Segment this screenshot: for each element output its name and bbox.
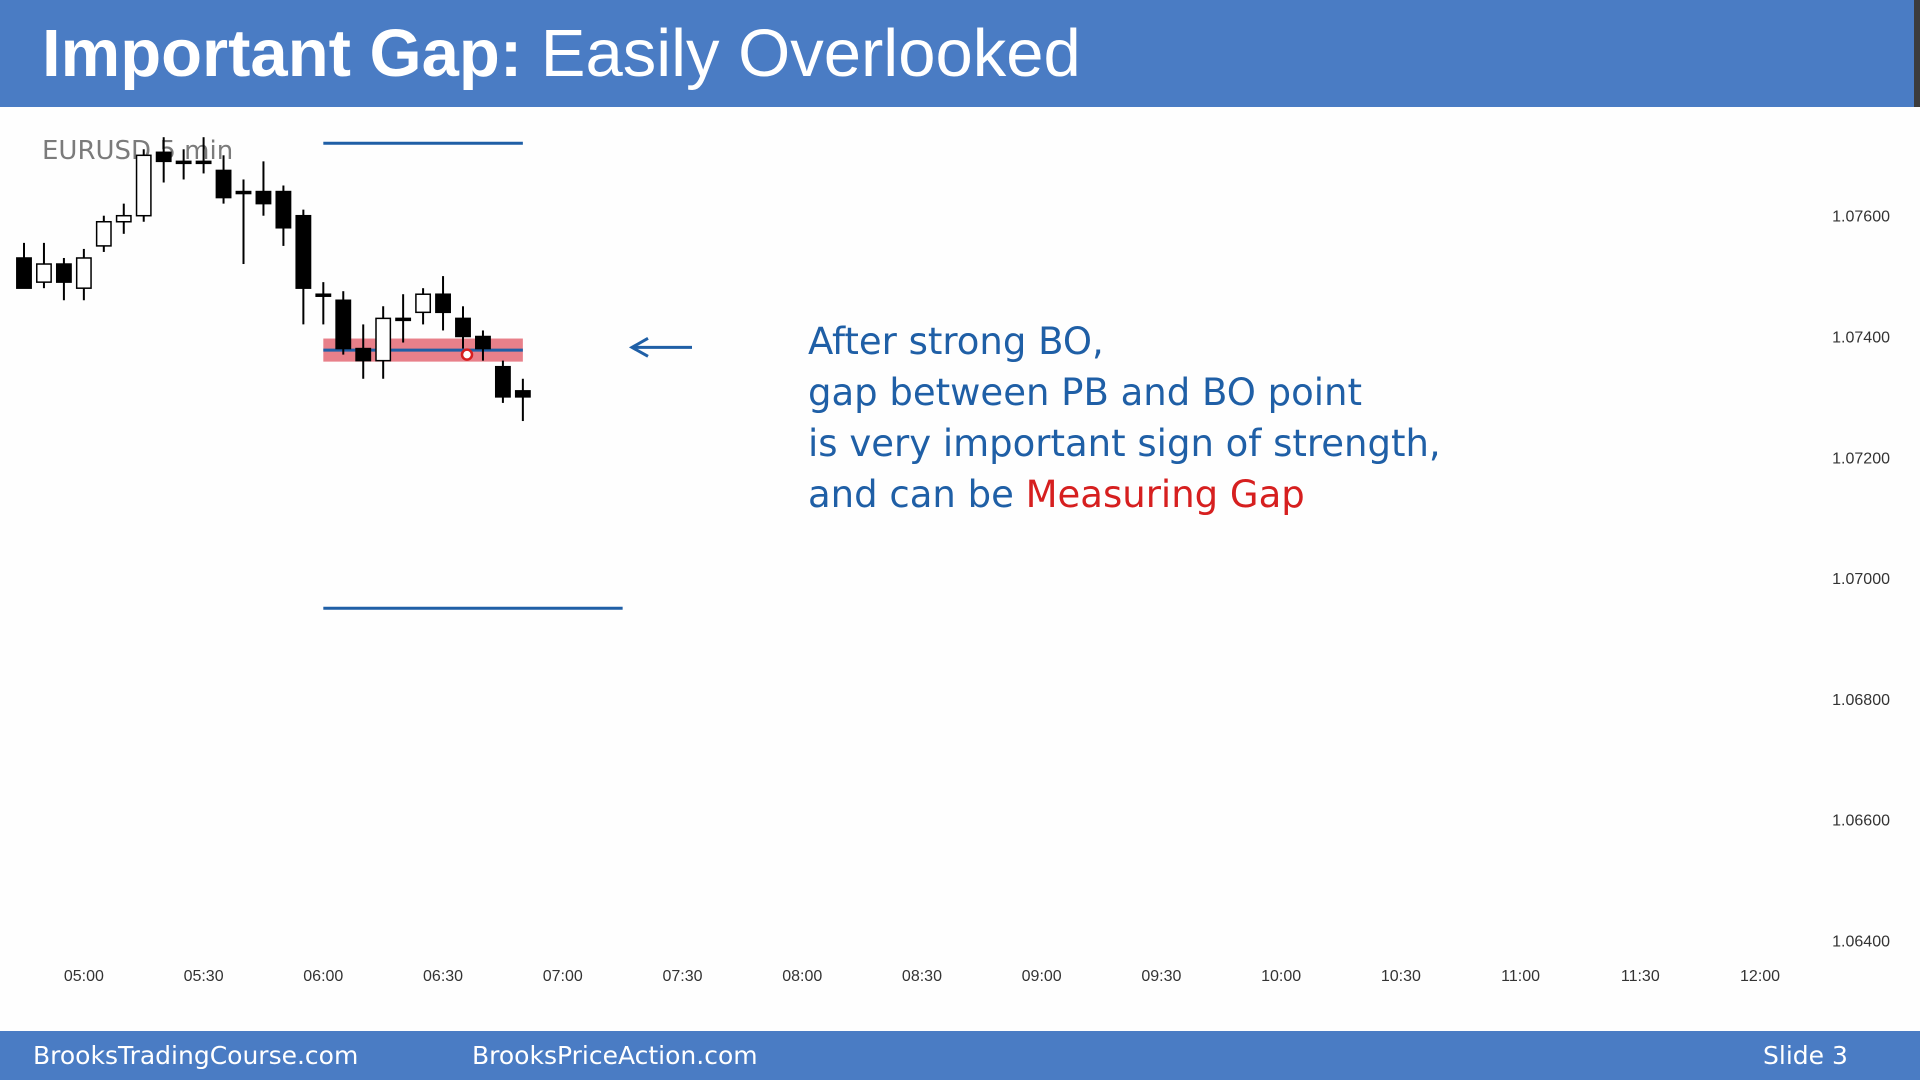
measuring-gap-highlight: Measuring Gap bbox=[1025, 473, 1305, 516]
callout-line-1: After strong BO, bbox=[808, 320, 1104, 363]
x-tick-label: 10:30 bbox=[1381, 968, 1421, 985]
callout-line-2: gap between PB and BO point bbox=[808, 371, 1362, 414]
y-tick-label: 1.07600 bbox=[1832, 209, 1890, 226]
bo-point-marker bbox=[460, 348, 474, 361]
candle-body bbox=[175, 160, 192, 165]
x-tick-label: 08:30 bbox=[902, 968, 942, 985]
candle-body bbox=[55, 263, 72, 283]
candle-body bbox=[95, 220, 112, 247]
candle-body bbox=[275, 190, 292, 229]
candle-body bbox=[115, 214, 132, 223]
candle-body bbox=[315, 293, 332, 297]
candle-body bbox=[36, 263, 52, 283]
footer-site-center: BrooksPriceAction.com bbox=[472, 1041, 758, 1070]
y-tick-label: 1.07200 bbox=[1832, 450, 1890, 467]
x-tick-label: 05:00 bbox=[64, 968, 104, 985]
x-tick-label: 07:00 bbox=[543, 968, 583, 985]
candle-body bbox=[335, 299, 352, 350]
candle-body bbox=[215, 169, 232, 199]
x-tick-label: 07:30 bbox=[662, 968, 702, 985]
x-tick-label: 12:00 bbox=[1740, 968, 1780, 985]
callout-line-4: and can be Measuring Gap bbox=[808, 469, 1441, 520]
candle-body bbox=[355, 347, 372, 362]
candle-body bbox=[255, 190, 272, 205]
candle-body bbox=[235, 190, 252, 195]
x-tick-label: 09:00 bbox=[1022, 968, 1062, 985]
x-tick-label: 10:00 bbox=[1261, 968, 1301, 985]
callout-line-4-prefix: and can be bbox=[808, 473, 1026, 516]
candle-body bbox=[135, 154, 152, 217]
candle-body bbox=[494, 365, 511, 398]
callout-line-3: is very important sign of strength, bbox=[808, 422, 1441, 465]
price-chart: 05:00 05:30 06:00 06:30 07:00 07:30 08:00 08:30… bbox=[16, 137, 1890, 985]
candle-body bbox=[475, 335, 491, 350]
y-tick-label: 1.07000 bbox=[1832, 571, 1890, 588]
candle-body bbox=[455, 317, 471, 338]
x-tick-label: 11:30 bbox=[1621, 968, 1660, 985]
title-rest-part: Easily Overlooked bbox=[540, 16, 1081, 91]
x-tick-label: 11:00 bbox=[1501, 968, 1540, 985]
candle-body bbox=[295, 214, 312, 289]
left-arrow-head bbox=[628, 337, 649, 358]
chart-overlay bbox=[460, 348, 474, 361]
candle-body bbox=[16, 257, 32, 289]
title-bold-part: Important Gap: bbox=[42, 16, 523, 91]
x-tick-label: 06:00 bbox=[303, 968, 343, 985]
candle-body bbox=[75, 257, 92, 289]
slide-footer: BrooksTradingCourse.com BrooksPriceActio… bbox=[0, 1031, 1920, 1080]
candle-body bbox=[514, 390, 531, 398]
candle-body bbox=[375, 317, 392, 362]
x-tick-label: 05:30 bbox=[184, 968, 224, 985]
callout-text: After strong BO, gap between PB and BO p… bbox=[808, 316, 1441, 520]
candle-body bbox=[195, 160, 212, 165]
slide-header: Important Gap: Easily Overlooked bbox=[0, 0, 1920, 107]
y-tick-label: 1.06600 bbox=[1832, 813, 1890, 830]
slide-title: Important Gap: Easily Overlooked bbox=[42, 14, 1081, 94]
candle-body bbox=[395, 317, 412, 322]
slide-number: Slide 3 bbox=[1763, 1041, 1848, 1070]
candlestick-series bbox=[16, 137, 531, 422]
candle-body bbox=[155, 151, 172, 163]
footer-site-left: BrooksTradingCourse.com bbox=[33, 1041, 359, 1070]
x-axis-ticks: 05:00 05:30 06:00 06:30 07:00 07:30 08:00 08:30… bbox=[64, 968, 1780, 985]
y-axis-ticks: 1.07600 1.07400 1.07200 1.07000 1.06800 1.066… bbox=[1832, 209, 1890, 951]
y-tick-label: 1.06800 bbox=[1832, 692, 1890, 709]
window-edge bbox=[1914, 0, 1920, 107]
candle-body bbox=[415, 293, 432, 314]
x-tick-label: 06:30 bbox=[423, 968, 463, 985]
x-tick-label: 09:30 bbox=[1141, 968, 1181, 985]
y-tick-label: 1.07400 bbox=[1832, 329, 1890, 346]
x-tick-label: 08:00 bbox=[782, 968, 822, 985]
candle-body bbox=[435, 293, 451, 314]
y-tick-label: 1.06400 bbox=[1832, 933, 1890, 950]
